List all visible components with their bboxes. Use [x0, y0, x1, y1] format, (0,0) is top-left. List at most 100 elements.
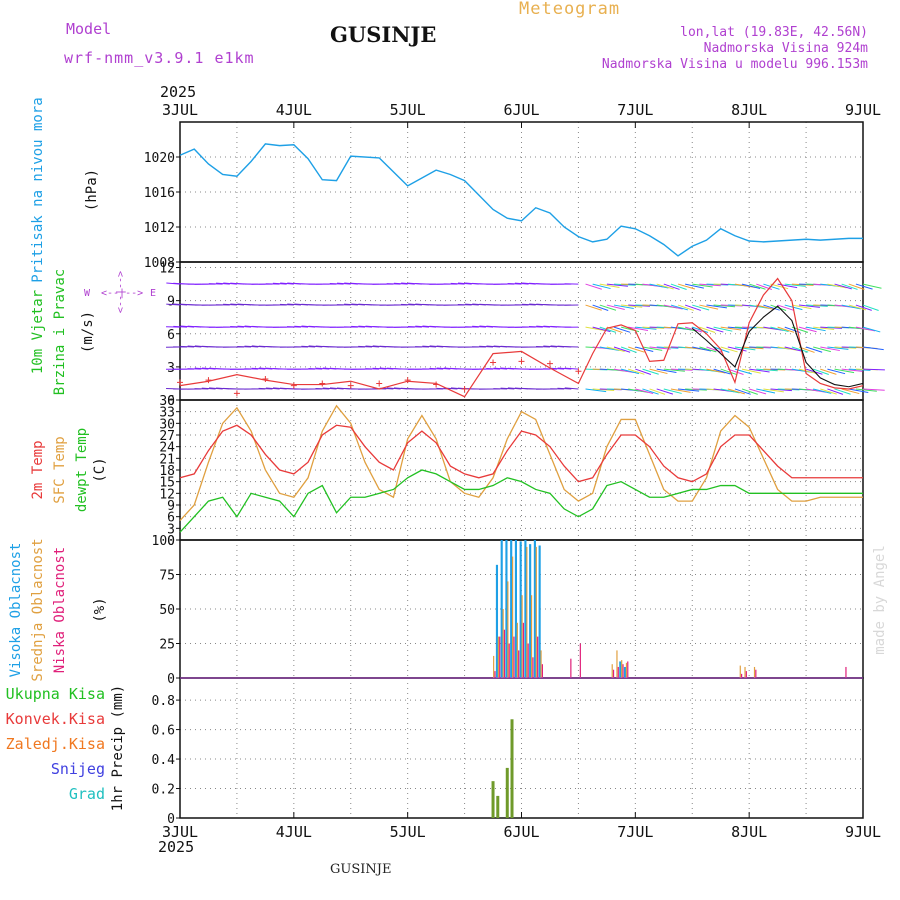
wind-arrow	[400, 303, 415, 306]
wind-arrow	[329, 282, 344, 285]
y-tick-label: 50	[159, 603, 175, 618]
wind-arrow	[230, 303, 245, 306]
wind-arrow	[727, 326, 750, 330]
wind-arrow	[479, 345, 494, 348]
precip-bar-total	[510, 719, 514, 818]
wind-speed-marker	[461, 385, 468, 392]
wind-arrow	[834, 283, 852, 290]
cloud-bar-low	[494, 671, 496, 678]
wind-arrow	[806, 304, 828, 307]
wind-arrow	[663, 283, 680, 290]
wind-arrow	[599, 326, 617, 333]
cloud-bar-mid	[625, 662, 628, 678]
wind-arrow	[258, 367, 273, 370]
wind-arrow	[585, 283, 602, 290]
wind-arrow	[677, 283, 696, 290]
frozen-precip-label: Zaledj.Kisa	[5, 735, 105, 753]
hail-label: Grad	[68, 785, 105, 803]
cloud-bar-low	[612, 669, 615, 678]
wind-arrow	[727, 346, 747, 352]
cloud-bar-mid	[530, 595, 533, 678]
wind-arrow	[621, 304, 643, 308]
wind-arrow	[585, 326, 606, 332]
wind-arrow	[536, 345, 550, 348]
wind-arrow	[251, 367, 266, 370]
wind-arrow	[827, 283, 847, 289]
y-tick-label: 0	[167, 534, 175, 549]
sfc-temp-label: SFC Temp	[52, 436, 68, 504]
y-tick-label: 15	[159, 476, 175, 491]
wind-arrow	[855, 388, 877, 392]
wind-speed-marker	[319, 380, 326, 387]
wind-arrow	[493, 367, 508, 370]
wind-arrow	[592, 283, 611, 290]
cloud-bar-low	[627, 661, 629, 678]
wind-arrow	[592, 304, 609, 311]
wind-speed-marker	[404, 377, 411, 384]
elevation-text: Nadmorska Visina 924m	[703, 41, 868, 56]
wind-arrow	[841, 283, 858, 290]
wind-arrow	[791, 304, 812, 310]
wind-arrow	[770, 304, 787, 311]
wind-arrow	[649, 346, 671, 350]
wind-arrow	[813, 326, 835, 330]
y-tick-label: 1012	[144, 221, 175, 236]
wind-arrow	[258, 387, 273, 390]
wind-speed-marker	[290, 382, 297, 389]
cloud-bar-mid	[502, 609, 504, 678]
wind-arrow	[180, 325, 195, 328]
wind-arrow	[308, 367, 323, 370]
wind-arrow	[749, 283, 766, 290]
x-tick-label-bottom: 5JUL	[390, 823, 426, 841]
wind-arrow	[599, 304, 617, 311]
wind-arrow	[749, 368, 770, 373]
cloud-bar-mid	[616, 650, 618, 678]
y-tick-label: 0	[167, 672, 175, 687]
wind-arrows	[166, 282, 885, 395]
wind-arrow	[606, 304, 625, 311]
wind-arrow	[798, 368, 818, 374]
wind-arrow	[706, 304, 727, 309]
wind-arrow	[692, 304, 710, 311]
cloud-bar-high	[623, 666, 627, 678]
wind-arrow	[670, 283, 687, 290]
precip-unit: 1hr Precip (mm)	[110, 684, 126, 812]
wind-speed-marker	[347, 382, 354, 389]
wind-speed-line	[691, 305, 864, 388]
cloud-bar-mid	[744, 666, 746, 678]
cloud-bar-mid	[621, 660, 623, 678]
wind-arrow	[770, 283, 789, 290]
wind-arrow	[635, 326, 657, 330]
total-precip-label: Ukupna Kisa	[5, 685, 105, 703]
wind-arrow	[301, 345, 316, 348]
wind-arrow	[756, 304, 775, 310]
wind-arrow	[592, 388, 615, 392]
y-tick-label: 9	[167, 295, 175, 310]
wind-arrow	[457, 282, 472, 285]
wind-arrow	[805, 326, 826, 332]
x-tick-label-top: 4JUL	[276, 101, 312, 119]
y-tick-label: 33	[159, 406, 175, 421]
wind-arrow	[862, 283, 882, 289]
wind-arrow	[656, 388, 674, 395]
wind-arrow	[656, 368, 677, 373]
wind-arrow	[862, 304, 879, 311]
wind-arrow	[372, 367, 387, 370]
wind-arrow	[628, 326, 649, 332]
wind-arrow	[784, 346, 803, 352]
wind-arrow	[613, 368, 634, 374]
wind-arrow	[677, 388, 700, 392]
wind-arrow	[720, 346, 738, 353]
wind-arrow	[628, 388, 648, 393]
y-tick-label: 24	[159, 441, 175, 456]
wind-arrow	[613, 346, 631, 353]
wind-arrow	[365, 345, 380, 348]
wind-arrow	[450, 282, 465, 285]
wind-arrow	[749, 388, 767, 395]
wind-arrow	[173, 325, 188, 328]
pressure-label: Pritisak na nivou mora	[30, 97, 46, 283]
wind-arrow	[692, 346, 712, 352]
wind-arrow	[862, 368, 885, 371]
wind-speed-marker	[205, 377, 212, 384]
